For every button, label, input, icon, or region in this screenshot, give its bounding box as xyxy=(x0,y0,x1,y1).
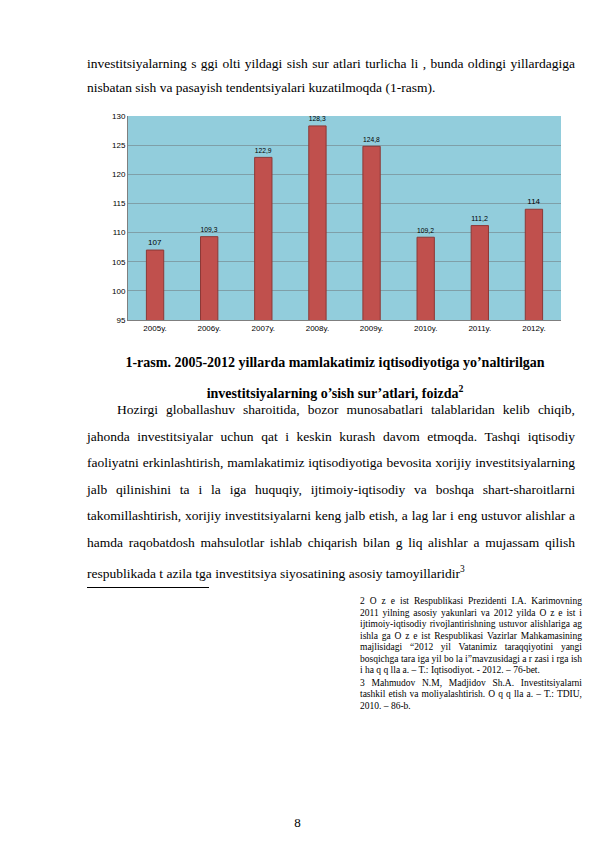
svg-text:125: 125 xyxy=(112,141,126,150)
svg-text:2012y.: 2012y. xyxy=(522,324,545,333)
svg-text:107: 107 xyxy=(148,238,162,247)
html-text:1-rasm. 2005-2012 yillarda mam: 1-rasm. 2005-2012 yillarda mamlakatimiz … xyxy=(125,355,545,401)
svg-text:105: 105 xyxy=(112,258,126,267)
svg-text:2011y.: 2011y. xyxy=(468,324,491,333)
svg-text:95: 95 xyxy=(116,316,125,325)
svg-text:2005y.: 2005y. xyxy=(143,324,166,333)
svg-text:100: 100 xyxy=(112,287,126,296)
svg-text:115: 115 xyxy=(113,199,126,208)
svg-text:2007y.: 2007y. xyxy=(252,324,275,333)
svg-text:111,2: 111,2 xyxy=(471,215,488,223)
html-text:2 O z e ist Respublikasi Prezi: 2 O z e ist Respublikasi Prezidenti I.A.… xyxy=(360,596,582,675)
html-text:3 Mahmudov N.M, Madjidov Sh.A.: 3 Mahmudov N.M, Madjidov Sh.A. Investits… xyxy=(360,677,582,711)
svg-text:124,8: 124,8 xyxy=(363,136,380,143)
svg-text:2010y.: 2010y. xyxy=(414,324,437,333)
svg-text:2009y.: 2009y. xyxy=(360,324,383,333)
svg-text:109,2: 109,2 xyxy=(417,227,434,234)
html-text:investitsiyalarning s ggi olti: investitsiyalarning s ggi olti yildagi s… xyxy=(87,56,575,95)
svg-text:130: 130 xyxy=(112,112,126,121)
html-text:Hozirgi globallashuv sharoitid: Hozirgi globallashuv sharoitida, bozor m… xyxy=(87,402,575,581)
svg-text:110: 110 xyxy=(113,228,126,237)
svg-text:114: 114 xyxy=(527,197,540,206)
svg-text:109,3: 109,3 xyxy=(201,226,218,233)
html-text:8: 8 xyxy=(294,815,301,830)
svg-text:128,3: 128,3 xyxy=(309,115,326,122)
svg-text:2006y.: 2006y. xyxy=(197,324,220,333)
svg-text:122,9: 122,9 xyxy=(255,147,272,154)
svg-text:2008y.: 2008y. xyxy=(306,324,329,333)
svg-text:120: 120 xyxy=(112,170,126,179)
